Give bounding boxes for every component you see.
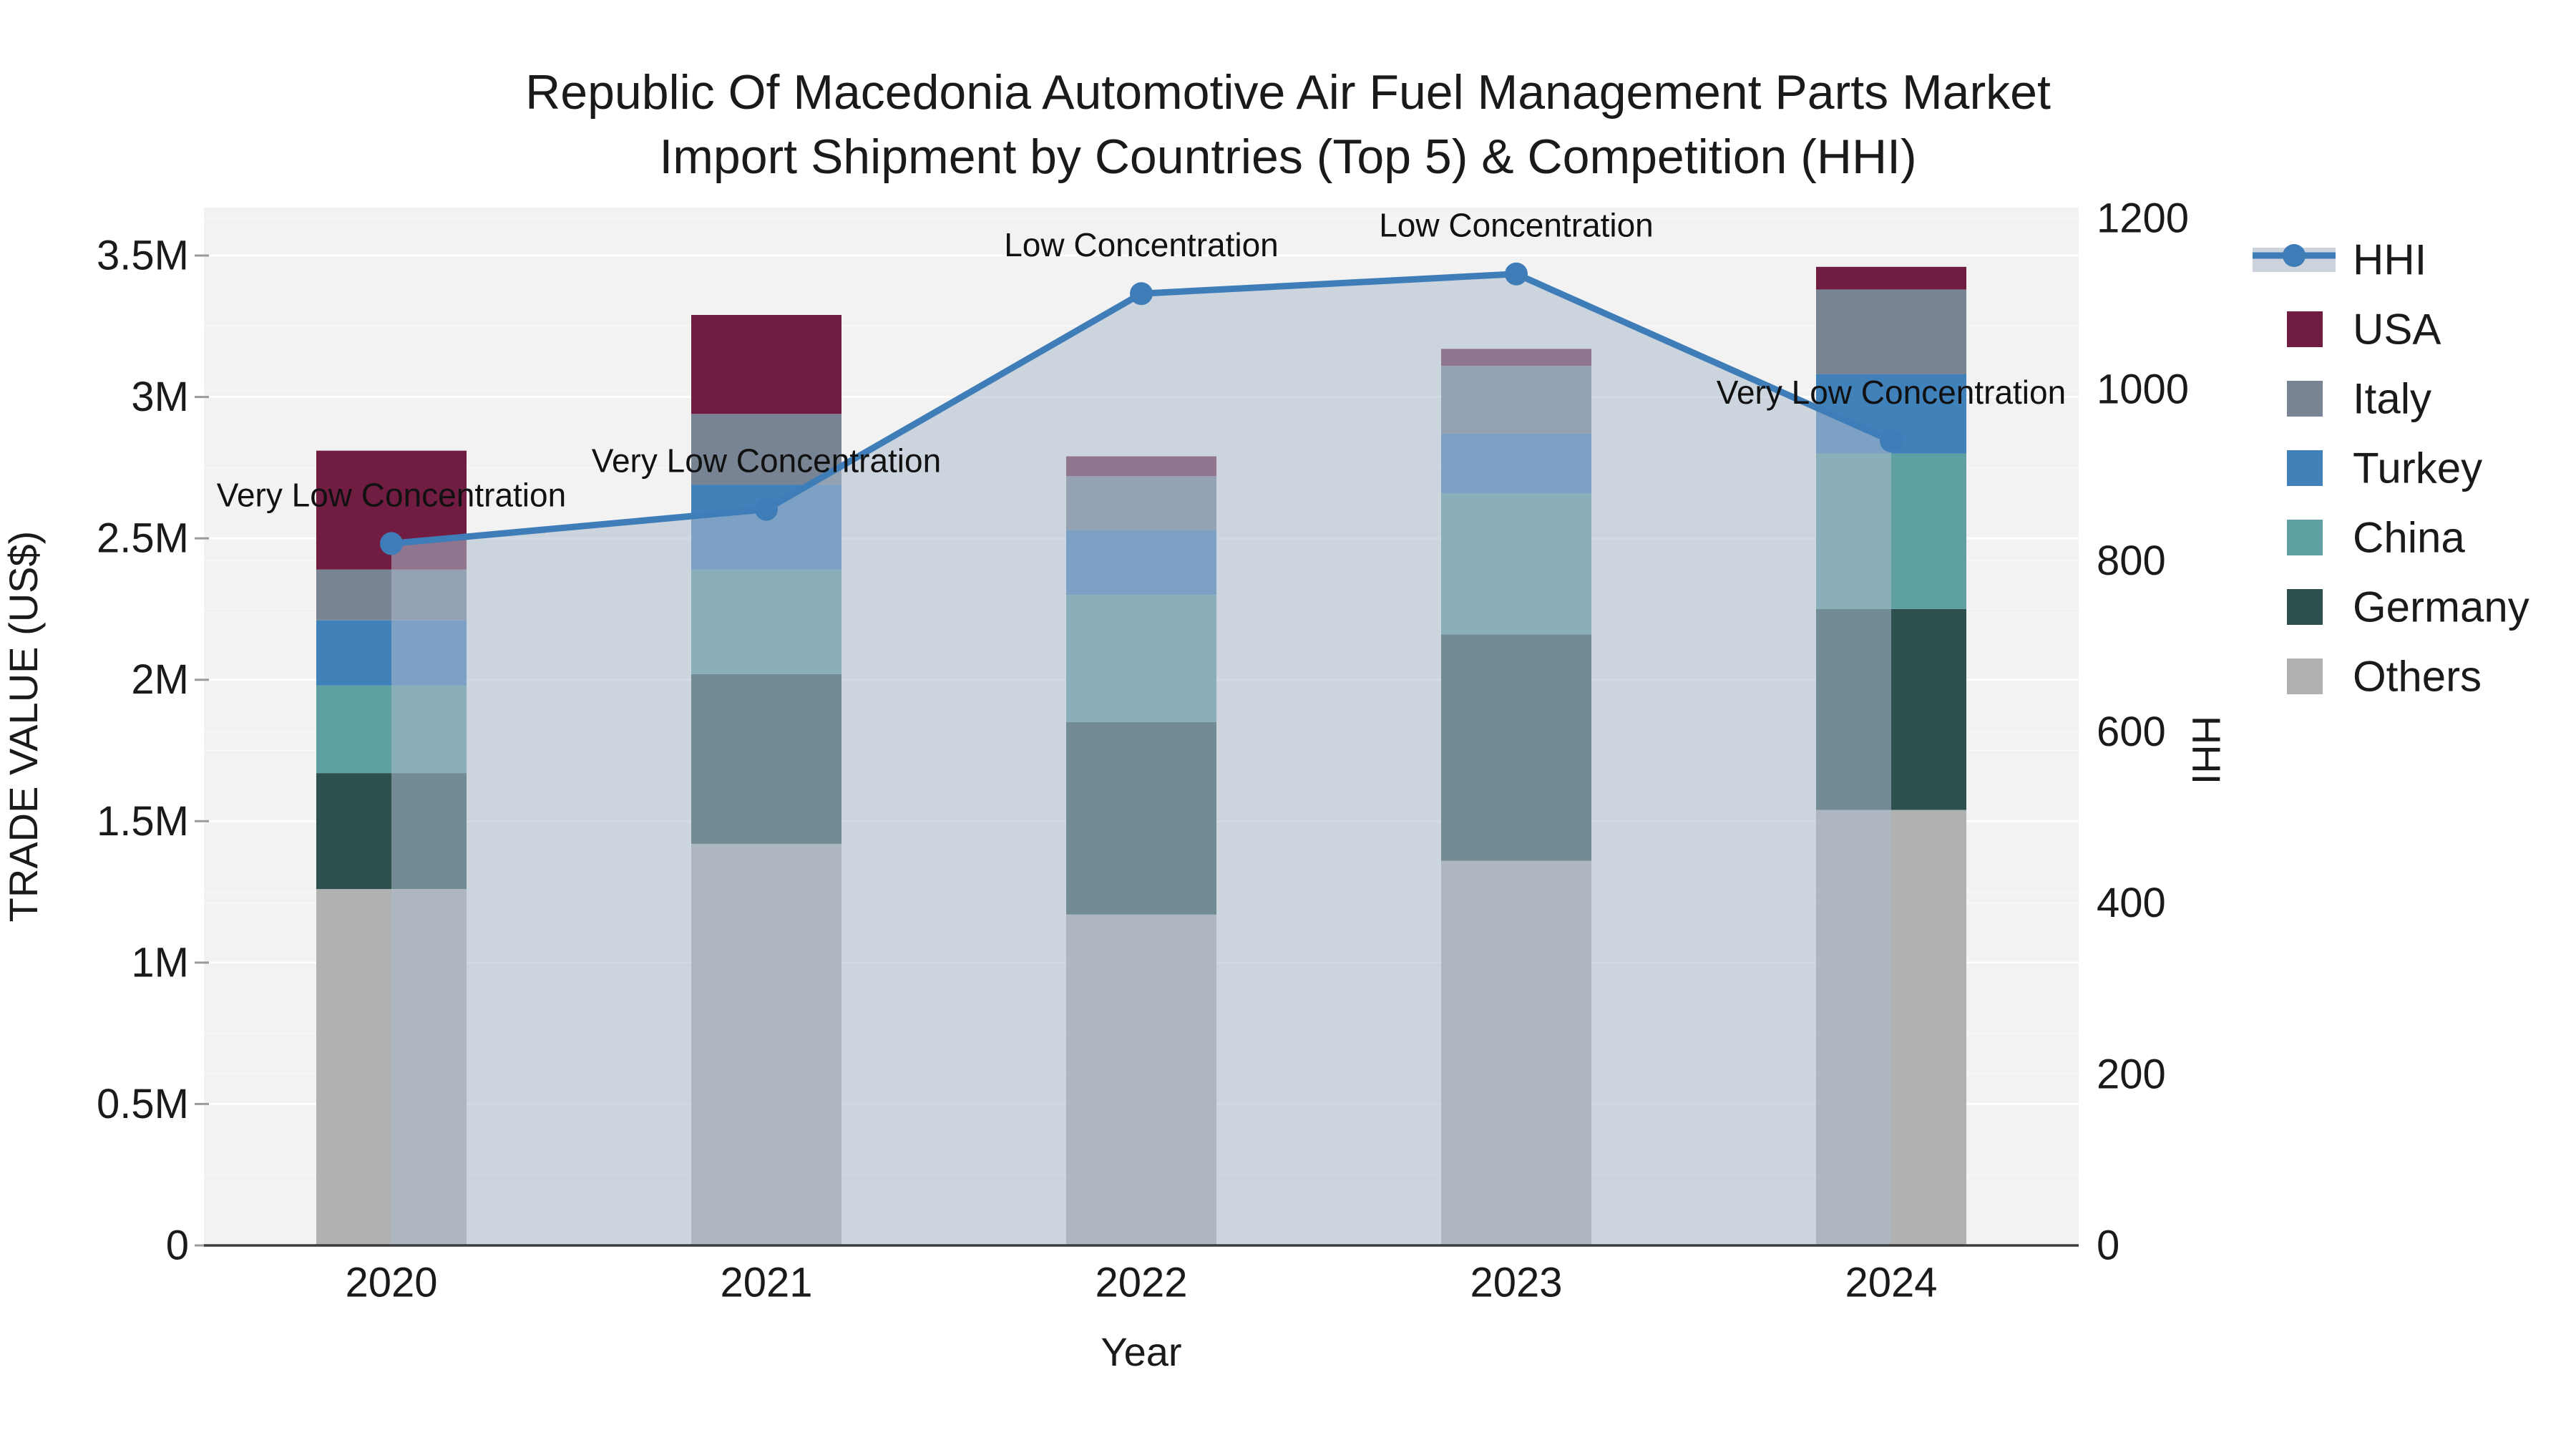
y-right-tick-label: 800 <box>2097 538 2166 584</box>
axis-ticks-and-labels: 0 0.5M 1M 1.5M 2M 2.5M 3M 3.5M 0 200 400 600 800 1000… <box>97 195 2189 1306</box>
hhi-line <box>380 262 1903 555</box>
legend-label-others: Others <box>2353 653 2482 701</box>
y-right-tick-label: 1000 <box>2097 366 2189 413</box>
legend-item-hhi[interactable]: HHI <box>2253 236 2426 284</box>
y-left-tick-label: 2.5M <box>97 515 189 562</box>
legend-label-china: China <box>2353 514 2465 562</box>
legend-item-china[interactable]: China <box>2287 514 2465 562</box>
x-tick-label-2024: 2024 <box>1845 1260 1937 1306</box>
annotation-2021: Very Low Concentration <box>592 442 941 480</box>
chart-title-line2: Import Shipment by Countries (Top 5) & C… <box>659 130 1916 184</box>
legend-label-usa: USA <box>2353 306 2441 354</box>
hhi-annotations: Very Low Concentration Very Low Concentra… <box>217 207 2066 514</box>
x-tick-label-2021: 2021 <box>720 1260 812 1306</box>
legend-label-hhi: HHI <box>2353 236 2426 284</box>
legend-label-turkey: Turkey <box>2353 444 2482 492</box>
y-right-tick-label: 200 <box>2097 1051 2166 1097</box>
y-left-tick-label: 1.5M <box>97 798 189 845</box>
legend-hhi-marker-sample <box>2283 244 2306 267</box>
hhi-marker-2020 <box>380 532 403 555</box>
legend-item-usa[interactable]: USA <box>2287 306 2441 354</box>
legend: HHI USA Italy Turkey China Germany Others <box>2253 236 2529 701</box>
y-left-tick-label: 0.5M <box>97 1081 189 1127</box>
y-right-tick-label: 0 <box>2097 1223 2119 1269</box>
legend-item-others[interactable]: Others <box>2287 653 2482 701</box>
bar-segment-2021-usa <box>691 314 841 414</box>
annotation-2024: Very Low Concentration <box>1717 374 2066 411</box>
hhi-marker-2021 <box>755 497 778 521</box>
bar-segment-2021-italy <box>691 414 841 485</box>
legend-label-germany: Germany <box>2353 583 2529 631</box>
x-tick-label-2022: 2022 <box>1095 1260 1187 1306</box>
legend-swatch-turkey <box>2287 450 2323 486</box>
legend-item-germany[interactable]: Germany <box>2287 583 2529 631</box>
hhi-marker-2022 <box>1130 282 1153 306</box>
legend-label-italy: Italy <box>2353 375 2431 423</box>
annotation-2022: Low Concentration <box>1004 226 1279 263</box>
legend-item-italy[interactable]: Italy <box>2287 375 2431 423</box>
hhi-marker-2023 <box>1505 262 1528 286</box>
y-left-tick-label: 0 <box>166 1223 189 1269</box>
y-left-tick-label: 1M <box>131 939 189 986</box>
legend-item-turkey[interactable]: Turkey <box>2287 444 2482 492</box>
legend-swatch-usa <box>2287 311 2323 347</box>
legend-swatch-others <box>2287 659 2323 694</box>
bar-segment-2024-italy <box>1816 289 1966 374</box>
y-left-tick-label: 3M <box>131 374 189 420</box>
y-right-tick-label: 400 <box>2097 880 2166 926</box>
annotation-2023: Low Concentration <box>1379 207 1654 244</box>
y-left-tick-label: 3.5M <box>97 233 189 279</box>
x-tick-label-2020: 2020 <box>345 1260 437 1306</box>
legend-swatch-china <box>2287 520 2323 555</box>
hhi-marker-2024 <box>1880 429 1903 452</box>
y-right-axis-title: HHI <box>2184 716 2229 784</box>
annotation-2020: Very Low Concentration <box>217 476 566 513</box>
y-left-tick-label: 2M <box>131 656 189 703</box>
y-left-axis-title: TRADE VALUE (US$) <box>1 531 46 923</box>
y-right-tick-label: 1200 <box>2097 195 2189 242</box>
chart-title-line1: Republic Of Macedonia Automotive Air Fue… <box>525 65 2051 120</box>
legend-swatch-germany <box>2287 589 2323 625</box>
x-tick-label-2023: 2023 <box>1470 1260 1562 1306</box>
x-axis-title: Year <box>1101 1329 1181 1374</box>
legend-swatch-italy <box>2287 381 2323 417</box>
y-right-tick-label: 600 <box>2097 709 2166 755</box>
bar-segment-2024-usa <box>1816 266 1966 290</box>
